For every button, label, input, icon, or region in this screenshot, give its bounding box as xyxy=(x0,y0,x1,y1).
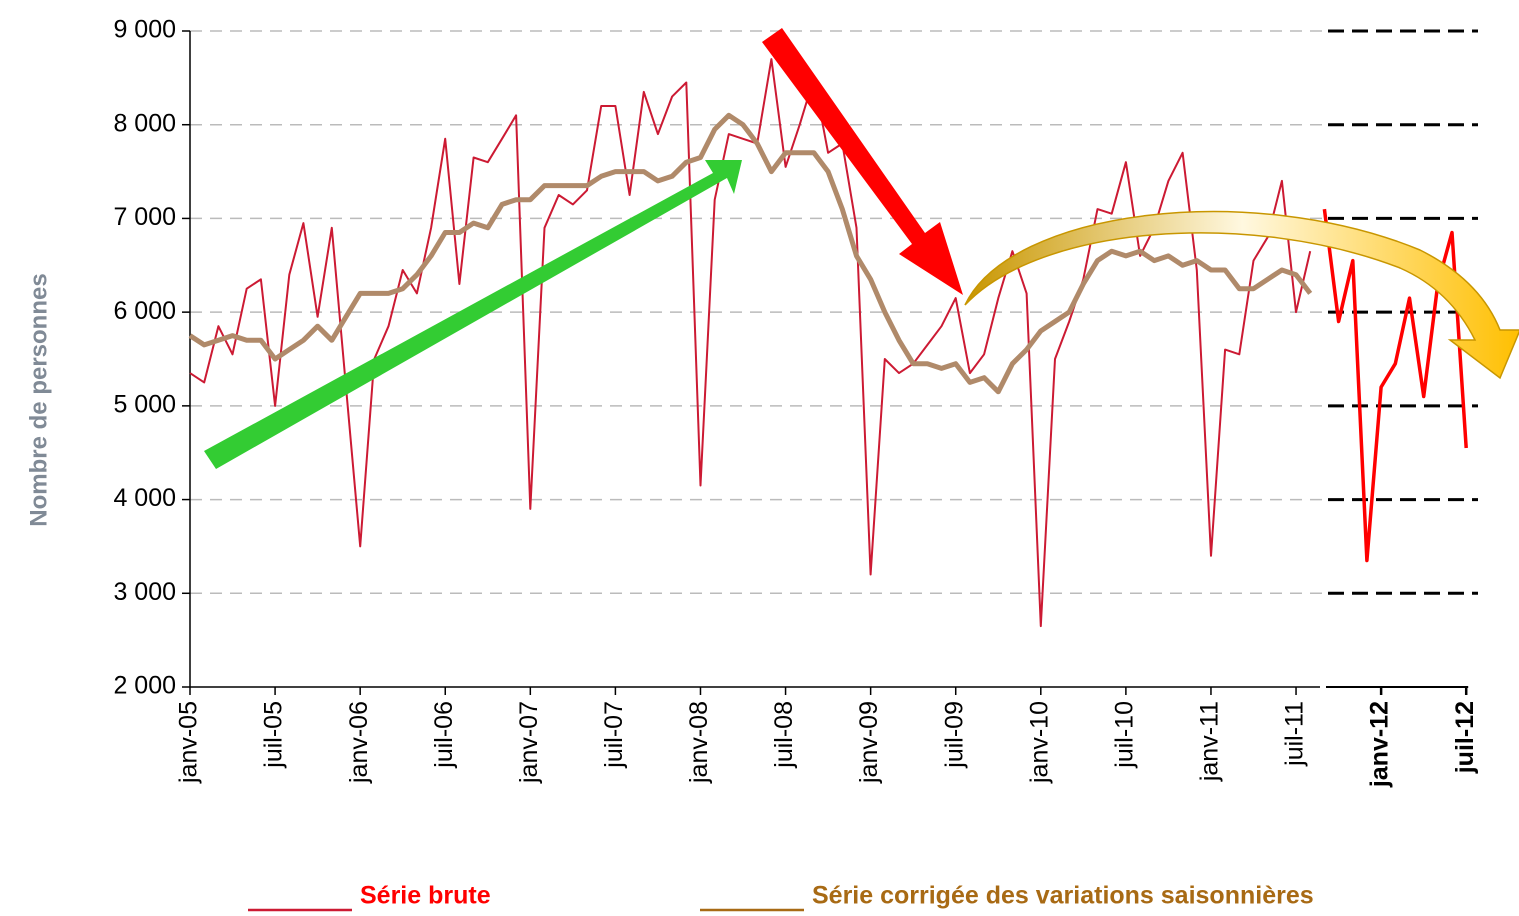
x-tick-label: janv-08 xyxy=(685,701,713,784)
x-tick-label: janv-05 xyxy=(175,701,203,784)
trend-arrow-up xyxy=(204,160,742,469)
x-tick-label: janv-07 xyxy=(515,701,543,784)
x-tick-label: juil-05 xyxy=(260,701,288,769)
x-tick-label: janv-06 xyxy=(345,701,373,784)
x-tick-label: juil-08 xyxy=(770,701,798,769)
series-line xyxy=(188,112,1313,395)
y-tick-label: 2 000 xyxy=(113,672,176,700)
x-tick-label: janv-09 xyxy=(855,701,883,784)
x-tick-label: janv-10 xyxy=(1025,701,1053,784)
legend-label: Série corrigée des variations saisonnièr… xyxy=(812,882,1314,910)
y-axis-label: Nombre de personnes xyxy=(25,273,52,526)
y-tick-label: 8 000 xyxy=(113,109,176,137)
trend-arrow-curve xyxy=(964,210,1519,380)
y-tick-label: 9 000 xyxy=(113,16,176,44)
y-tick-label: 7 000 xyxy=(113,203,176,231)
x-tick-label: juil-07 xyxy=(600,701,628,769)
x-tick-label: juil-12 xyxy=(1451,701,1479,774)
y-tick-label: 4 000 xyxy=(113,484,176,512)
trend-arrow-down xyxy=(762,28,963,295)
y-tick-label: 3 000 xyxy=(113,578,176,606)
y-tick-label: 5 000 xyxy=(113,390,176,418)
series-line xyxy=(189,58,1312,628)
x-tick-label: janv-12 xyxy=(1366,701,1394,788)
y-tick-label: 6 000 xyxy=(113,297,176,325)
x-tick-label: juil-10 xyxy=(1110,701,1138,769)
x-tick-label: janv-11 xyxy=(1196,701,1224,782)
x-tick-label: juil-11 xyxy=(1281,701,1309,767)
legend-label: Série brute xyxy=(360,882,491,910)
x-tick-label: juil-09 xyxy=(940,701,968,769)
x-tick-label: juil-06 xyxy=(430,701,458,769)
